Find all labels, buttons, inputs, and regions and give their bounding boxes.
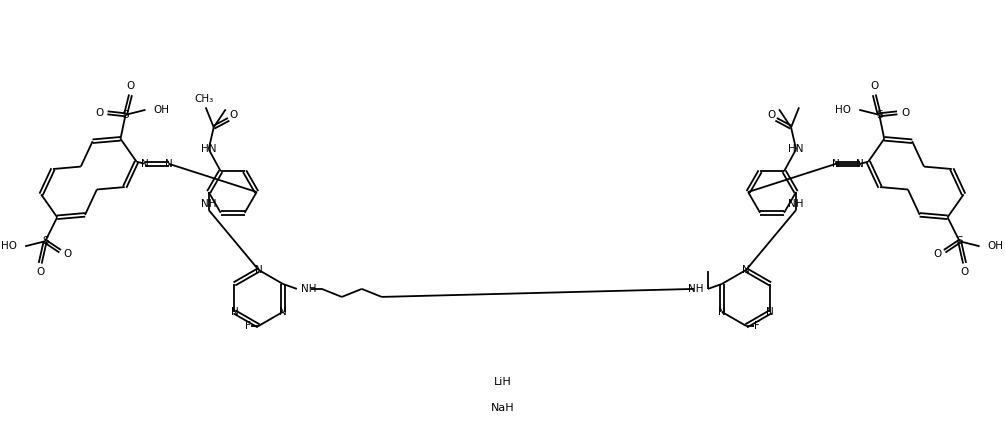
Text: LiH: LiH [493,377,512,387]
Text: O: O [934,249,942,259]
Text: HO: HO [1,241,17,251]
Text: O: O [127,81,135,91]
Text: CH₃: CH₃ [194,94,213,104]
Text: F: F [754,321,760,331]
Text: N: N [832,159,840,169]
Text: O: O [36,267,44,277]
Text: O: O [63,249,71,259]
Text: N: N [743,265,750,275]
Text: N: N [165,159,173,169]
Text: N: N [255,265,262,275]
Text: S: S [876,110,882,120]
Text: O: O [229,110,238,120]
Text: NH: NH [788,199,804,209]
Text: HN: HN [201,144,216,154]
Text: HN: HN [788,144,804,154]
Text: O: O [95,108,104,118]
Text: F: F [245,321,250,331]
Text: NH: NH [201,199,216,209]
Text: O: O [901,108,910,118]
Text: N: N [279,307,286,317]
Text: HO: HO [835,105,851,115]
Text: N: N [141,159,149,169]
Text: N: N [856,159,864,169]
Text: NH: NH [688,284,704,294]
Text: O: O [870,81,878,91]
Text: N: N [230,307,238,317]
Text: S: S [123,110,129,120]
Text: S: S [957,236,963,246]
Text: N: N [767,307,774,317]
Text: NaH: NaH [490,403,515,413]
Text: OH: OH [154,105,170,115]
Text: O: O [767,110,775,120]
Text: NH: NH [300,284,317,294]
Text: O: O [961,267,969,277]
Text: S: S [42,236,48,246]
Text: OH: OH [988,241,1004,251]
Text: N: N [718,307,726,317]
